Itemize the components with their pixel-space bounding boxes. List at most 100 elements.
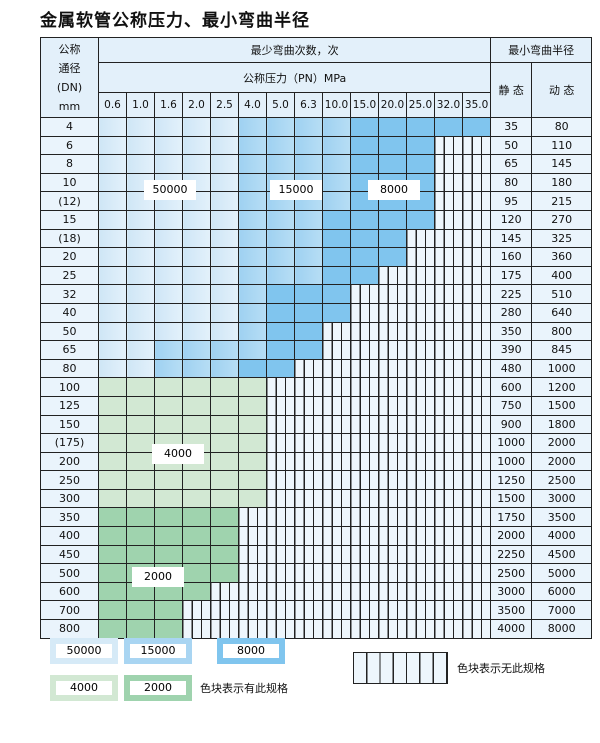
spec-cell	[378, 228, 407, 249]
no-spec-cell	[266, 433, 295, 453]
no-spec-cell	[322, 451, 351, 472]
spec-cell	[98, 358, 127, 379]
no-spec-cell	[461, 284, 492, 304]
dn-cell: 32	[40, 284, 99, 304]
legend-8000: 8000	[217, 638, 285, 664]
spec-cell	[210, 526, 239, 546]
spec-cell	[238, 154, 267, 174]
no-spec-cell	[350, 284, 379, 304]
spec-cell	[210, 265, 239, 286]
spec-cell	[210, 563, 239, 583]
static-radius-cell: 350	[490, 321, 533, 342]
no-spec-cell	[434, 470, 463, 490]
no-spec-cell	[434, 395, 463, 416]
no-spec-cell	[322, 600, 351, 621]
no-spec-cell	[461, 395, 492, 416]
spec-cell	[378, 247, 407, 267]
spec-cell	[182, 228, 211, 249]
spec-cell	[182, 265, 211, 286]
dynamic-radius-cell: 845	[531, 340, 593, 360]
spec-cell	[154, 358, 183, 379]
region-label-8000: 8000	[368, 180, 420, 200]
dn-cell: 250	[40, 470, 99, 490]
dn-cell: 25	[40, 265, 99, 286]
no-spec-cell	[406, 507, 435, 528]
spec-cell	[210, 488, 239, 509]
static-radius-cell: 900	[490, 414, 533, 435]
spec-cell	[98, 172, 127, 193]
no-spec-cell	[266, 414, 295, 435]
spec-cell	[126, 544, 155, 565]
static-radius-cell: 1500	[490, 488, 533, 509]
table-row: 125 750 1500	[40, 395, 593, 416]
spec-cell	[210, 247, 239, 267]
spec-cell	[182, 358, 211, 379]
spec-cell	[126, 358, 155, 379]
no-spec-cell	[266, 470, 295, 490]
dn-cell: 40	[40, 302, 99, 323]
spec-cell	[182, 488, 211, 509]
no-spec-cell	[434, 265, 463, 286]
spec-cell	[350, 209, 379, 230]
dynamic-radius-cell: 640	[531, 302, 593, 323]
dn-cell: 100	[40, 377, 99, 397]
dn-cell: 6	[40, 135, 99, 156]
spec-cell	[322, 191, 351, 211]
region-label-4000: 4000	[152, 444, 204, 464]
spec-cell	[182, 247, 211, 267]
no-spec-cell	[266, 563, 295, 583]
no-spec-cell	[406, 340, 435, 360]
pressure-col-header: 32.0	[434, 92, 463, 118]
no-spec-cell	[350, 358, 379, 379]
spec-cell	[182, 563, 211, 583]
table-row: 20 160 360	[40, 247, 593, 267]
static-radius-cell: 2000	[490, 526, 533, 546]
no-spec-cell	[434, 433, 463, 453]
table-row: 100 600 1200	[40, 377, 593, 397]
no-spec-cell	[434, 451, 463, 472]
spec-cell	[210, 321, 239, 342]
no-spec-cell	[378, 340, 407, 360]
spec-cell	[210, 544, 239, 565]
spec-cell	[126, 117, 155, 137]
static-radius-cell: 280	[490, 302, 533, 323]
spec-cell	[294, 247, 323, 267]
no-spec-cell	[406, 470, 435, 490]
spec-cell	[126, 619, 155, 639]
spec-cell	[154, 321, 183, 342]
spec-cell	[126, 600, 155, 621]
spec-cell	[154, 488, 183, 509]
no-spec-cell	[350, 619, 379, 639]
spec-cell	[182, 321, 211, 342]
dynamic-radius-cell: 325	[531, 228, 593, 249]
dynamic-radius-cell: 270	[531, 209, 593, 230]
no-spec-cell	[406, 302, 435, 323]
spec-cell	[238, 209, 267, 230]
spec-cell	[98, 377, 127, 397]
no-spec-cell	[378, 526, 407, 546]
spec-cell	[210, 228, 239, 249]
no-spec-cell	[322, 358, 351, 379]
spec-cell	[98, 247, 127, 267]
pressure-col-header: 1.6	[154, 92, 183, 118]
dn-header: 公称 通径 (DN) mm	[40, 37, 99, 118]
dynamic-radius-cell: 4500	[531, 544, 593, 565]
no-spec-cell	[406, 433, 435, 453]
no-spec-cell	[406, 358, 435, 379]
spec-cell	[98, 488, 127, 509]
spec-cell	[406, 117, 435, 137]
spec-cell	[294, 135, 323, 156]
legend-2000: 2000	[124, 675, 192, 701]
no-spec-cell	[350, 600, 379, 621]
no-spec-cell	[434, 563, 463, 583]
spec-cell	[238, 488, 267, 509]
spec-cell	[266, 117, 295, 137]
no-spec-cell	[294, 358, 323, 379]
no-spec-cell	[434, 619, 463, 639]
no-spec-cell	[406, 284, 435, 304]
no-spec-cell	[294, 544, 323, 565]
dynamic-radius-cell: 2500	[531, 470, 593, 490]
dn-cell: 300	[40, 488, 99, 509]
pressure-col-header: 10.0	[322, 92, 351, 118]
spec-cell	[238, 395, 267, 416]
